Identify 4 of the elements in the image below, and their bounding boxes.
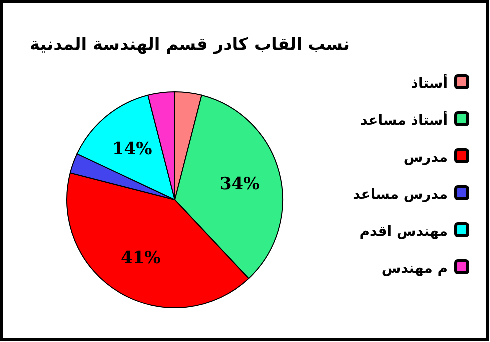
data-label: 41% bbox=[121, 248, 161, 269]
data-label: 34% bbox=[220, 174, 260, 194]
chart-title: نسب القاب كادر قسم الهندسة المدنية bbox=[30, 35, 350, 55]
data-label: 14% bbox=[112, 139, 152, 160]
